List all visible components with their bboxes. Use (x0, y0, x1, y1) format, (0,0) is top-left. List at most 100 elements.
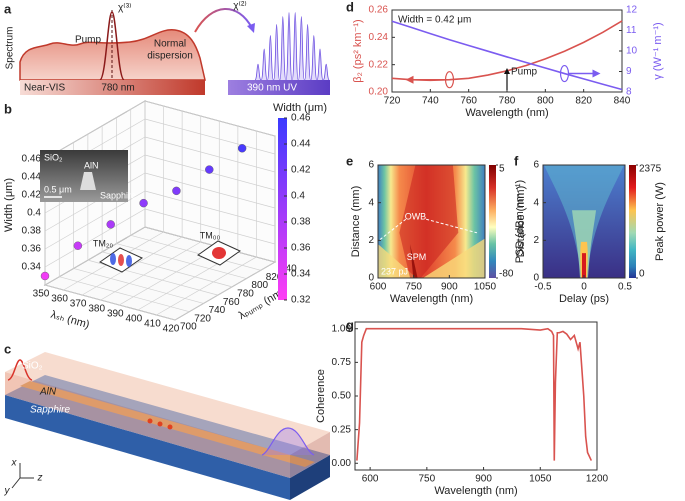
x-tick-label: 410 (144, 319, 161, 330)
x-axis-label: λₛₕ (nm) (49, 309, 90, 331)
x-axis-label: Wavelength (nm) (390, 293, 473, 305)
colorbar-tick-label: 0.46 (291, 113, 311, 124)
annotation: AlN (84, 160, 99, 170)
x-tick-label: 820 (575, 96, 592, 107)
z-tick-label: 0.4 (27, 208, 41, 219)
y-axis-label: Coherence (315, 369, 327, 423)
arrow-head (592, 69, 601, 78)
waveguide-cross-section (80, 172, 96, 190)
data-point (40, 271, 50, 281)
y-tick-label: 0.26 (369, 5, 389, 16)
y-tick-label: 780 (237, 288, 254, 299)
annotation: 237 pJ (381, 266, 408, 276)
z-tick-label: 0.42 (22, 190, 42, 201)
comb-line (310, 35, 318, 81)
uv-bar (228, 80, 330, 95)
mode-lobe (110, 253, 116, 265)
cladding-top (5, 352, 330, 455)
data-point (106, 220, 115, 229)
colorbar (629, 165, 636, 278)
decoration (11, 477, 21, 489)
grid-line (174, 261, 276, 321)
x-tick-label: 760 (460, 96, 477, 107)
arrow-head (504, 68, 510, 74)
comb-line (291, 12, 299, 81)
axis-symbol: z (37, 473, 43, 484)
x-tick-label: 600 (362, 474, 379, 485)
grid-line (144, 190, 276, 227)
grid-line (116, 243, 247, 279)
axis-symbol: y (4, 486, 11, 497)
x-tick-label: 750 (419, 474, 436, 485)
x-tick-label: 0 (581, 282, 587, 293)
photon (147, 418, 153, 424)
y-tick-label: 0.50 (332, 391, 352, 402)
y-tick-label: 4 (533, 197, 539, 208)
output-pulse (261, 427, 315, 456)
plot-frame (354, 321, 598, 471)
photon (167, 424, 173, 430)
grid-line (44, 190, 146, 250)
photon (157, 421, 163, 427)
y-axis-label: Distance (mm) (515, 186, 527, 258)
y-tick-label: 0 (533, 273, 539, 284)
y2-tick-label: 11 (626, 25, 637, 36)
z-tick-label: 0.34 (22, 262, 42, 273)
pump-peak (99, 11, 125, 81)
spectrum-diagram (19, 8, 330, 95)
grid-line (144, 100, 276, 137)
x-tick-label: 600 (370, 282, 387, 293)
comb-line (279, 16, 287, 81)
grid-line (44, 208, 146, 268)
y-tick-label: 720 (194, 313, 211, 324)
cladding-front (5, 372, 290, 478)
colorbar-tick-label: 5 (499, 164, 505, 175)
x-tick-label: 720 (384, 96, 401, 107)
panel-label: b (4, 101, 12, 116)
mode-lobe (212, 247, 226, 259)
owb-line (379, 218, 407, 240)
x-tick-label: 780 (499, 96, 516, 107)
panel-label: c (4, 341, 11, 356)
arrow-head (405, 75, 414, 84)
waveguide-diagram (5, 352, 330, 500)
chi3-label: χ⁽³⁾ (118, 3, 132, 14)
y-tick-label: 740 (209, 305, 226, 316)
x-tick-label: 840 (614, 96, 631, 107)
grid-line (44, 226, 146, 286)
y-axis-label: β₂ (ps² km⁻¹) (352, 19, 364, 82)
heatmap-field (422, 238, 485, 278)
y-tick-label: 1.00 (332, 323, 352, 334)
colorbar (489, 165, 496, 278)
heatmap (378, 165, 485, 278)
comb-line (260, 48, 268, 81)
annotation: Sapphire (100, 190, 136, 200)
y-tick-label: 0.00 (332, 458, 352, 469)
y-tick-label: 4 (368, 197, 374, 208)
annotation: TM₂₀ (93, 238, 113, 248)
axis-symbol: x (11, 458, 18, 469)
heatmap-field (410, 244, 418, 278)
dispersion-label: dispersion (147, 51, 193, 62)
data-point (73, 241, 83, 250)
cladding-side (290, 432, 330, 478)
colorbar-tick-label: 0.4 (291, 191, 305, 202)
x-tick-label: 0.5 (618, 282, 632, 293)
input-pulse (7, 359, 33, 381)
x-tick-label: 750 (405, 282, 422, 293)
chi2-arrow (194, 8, 253, 33)
heatmap (543, 165, 625, 278)
x-tick-label: 360 (51, 294, 68, 305)
x-tick-label: 1050 (474, 282, 497, 293)
colorbar-label: Peak power (W) (654, 182, 666, 261)
x-axis-label: Wavelength (nm) (434, 485, 517, 497)
annotation: 0.5 μm (44, 184, 72, 194)
y-tick-label: 0.20 (369, 87, 389, 98)
y2-tick-label: 12 (626, 5, 638, 16)
data-point (139, 198, 148, 208)
z-tick-label: 0.38 (22, 226, 42, 237)
plot-frame (542, 164, 626, 279)
layer-label: Sapphire (30, 405, 70, 416)
series-line (391, 20, 623, 91)
